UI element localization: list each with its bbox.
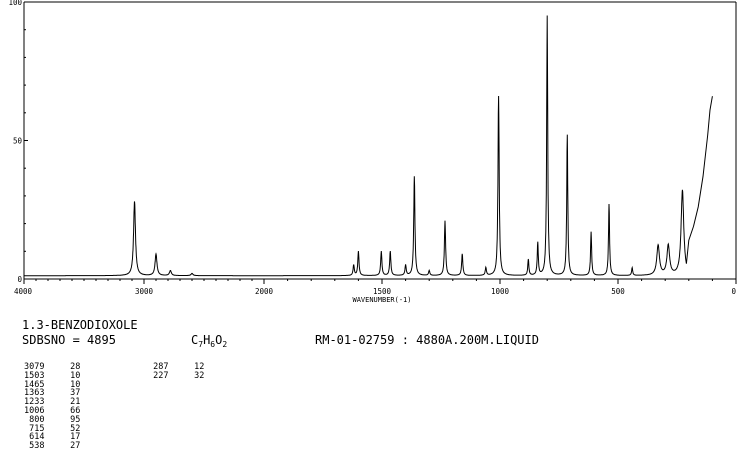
peak-table-row: 715 52 [24, 423, 81, 434]
peak-table-col1: 3079 28 1503 10 1465 10 1363 37 1233 21 1006 … [24, 363, 80, 451]
peak-table-row: 1006 66 [24, 407, 80, 416]
peak-table-row: 800 95 [24, 414, 81, 425]
peak-intensity: 12 [168, 362, 205, 372]
x-tick-label: 1000 [491, 287, 510, 296]
peak-wavenumber: 227 [148, 370, 169, 381]
peak-wavenumber: 800 [24, 414, 45, 425]
peak-table-row: 1465 10 [24, 379, 81, 390]
peak-wavenumber: 1465 [24, 379, 45, 390]
peak-table-row: 1503 10 [24, 370, 81, 381]
peak-intensity: 37 [44, 388, 81, 399]
axis-ticks [23, 1, 737, 284]
compound-name: 1.3-BENZODIOXOLE [22, 318, 138, 332]
peak-wavenumber: 1006 [24, 405, 45, 416]
peak-wavenumber: 1233 [24, 397, 45, 408]
peak-wavenumber: 1503 [24, 370, 45, 381]
x-tick-label: 500 [611, 287, 625, 296]
y-tick-label: 0 [17, 275, 22, 284]
peak-intensity: 52 [44, 423, 81, 434]
measurement-method: RM-01-02759 : 4880A.200M.LIQUID [315, 333, 539, 347]
x-axis-title: WAVENUMBER(-1) [352, 296, 411, 304]
peak-table-col2: 287 12 227 32 [148, 363, 204, 381]
y-tick-label: 100 [8, 0, 22, 7]
molecular-formula: C7H6O2 [191, 333, 228, 349]
peak-intensity: 32 [168, 370, 205, 381]
sdbs-number: SDBSNO = 4895 [22, 333, 116, 347]
x-tick-label: 2000 [255, 287, 274, 296]
peak-intensity: 10 [44, 379, 81, 390]
peak-intensity: 10 [44, 370, 81, 381]
spectrum-line [24, 15, 713, 277]
x-tick-label: 4000 [14, 287, 33, 296]
peak-table-row: 3079 28 [24, 363, 80, 372]
peak-intensity: 28 [44, 362, 81, 372]
peak-intensity: 17 [44, 432, 81, 443]
peak-intensity: 21 [44, 397, 81, 408]
x-tick-label: 1500 [373, 287, 392, 296]
peak-table-row: 1363 37 [24, 389, 80, 398]
peak-wavenumber: 715 [24, 423, 45, 434]
peak-wavenumber: 1363 [24, 388, 45, 399]
peak-intensity: 27 [44, 441, 81, 452]
peak-markers [134, 15, 684, 274]
x-tick-label: 3000 [135, 287, 154, 296]
peak-intensity: 66 [44, 405, 81, 416]
peak-wavenumber: 614 [24, 432, 45, 443]
peak-wavenumber: 287 [148, 362, 169, 372]
peak-table-row: 614 17 [24, 433, 80, 442]
peak-table-row: 227 32 [148, 370, 205, 381]
peak-wavenumber: 3079 [24, 362, 45, 372]
peak-intensity: 95 [44, 414, 81, 425]
peak-table-row: 287 12 [148, 363, 204, 372]
x-tick-label: 0 [731, 287, 736, 296]
y-tick-label: 50 [13, 137, 23, 146]
plot-frame [23, 1, 737, 280]
peak-table-row: 538 27 [24, 442, 80, 451]
peak-wavenumber: 538 [24, 441, 45, 452]
peak-table-row: 1233 21 [24, 398, 80, 407]
